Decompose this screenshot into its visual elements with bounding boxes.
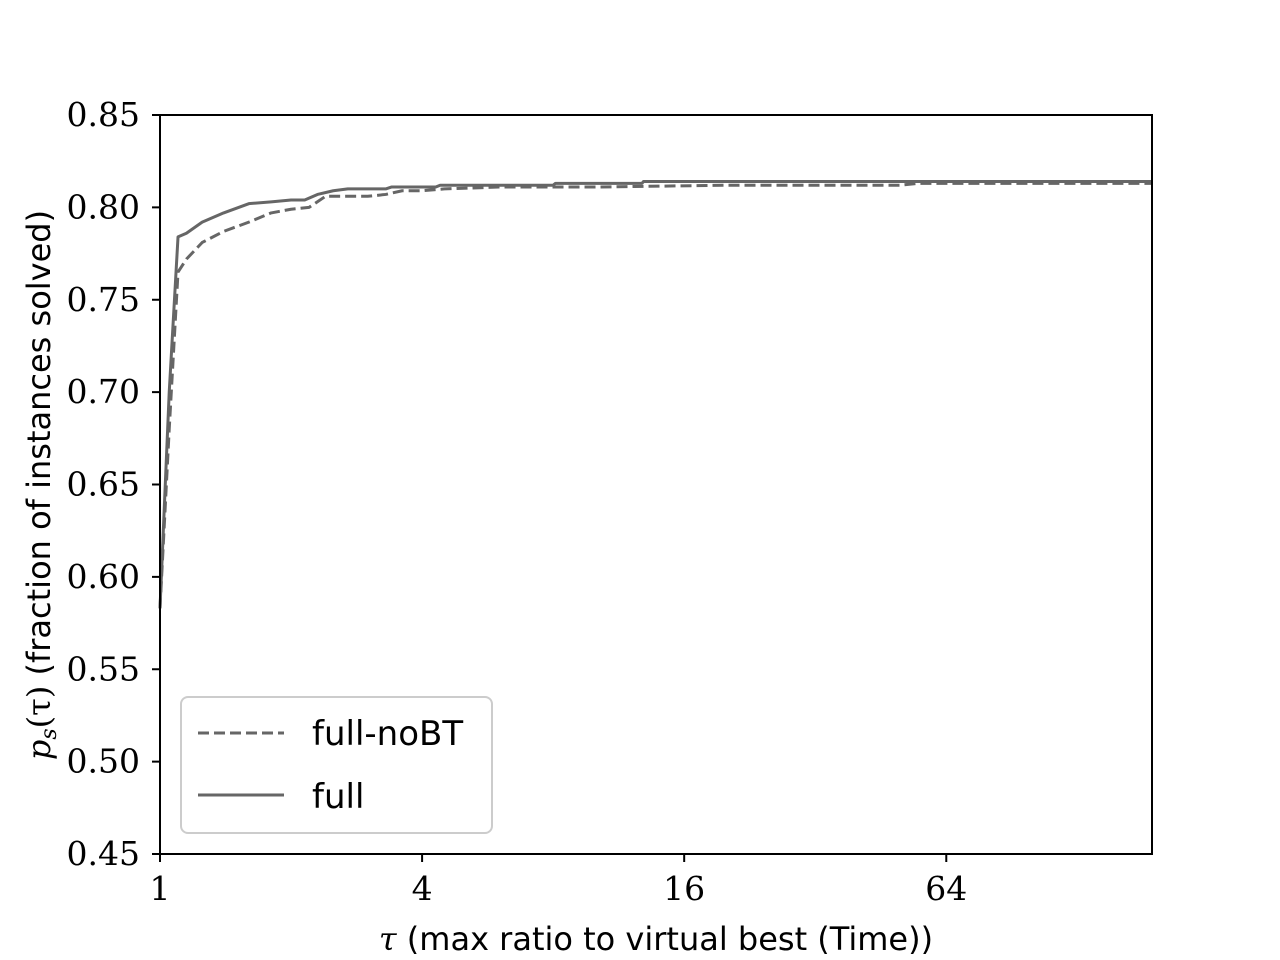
y-tick-label: 0.65 [67, 465, 140, 504]
y-tick-label: 0.85 [67, 95, 140, 134]
y-axis-label-arg: (τ) [20, 686, 58, 729]
series-layer [158, 180, 1152, 609]
legend-label-full-noBT: full-noBT [312, 714, 463, 754]
y-axis-label-subscript: s [37, 728, 62, 739]
x-axis-ticks: 1 4 16 64 [150, 854, 967, 908]
y-axis-label-text: (fraction of instances solved) [20, 210, 58, 686]
y-tick-label: 0.55 [67, 649, 140, 688]
y-tick-label: 0.75 [67, 280, 140, 319]
x-tick-label: 1 [150, 869, 171, 908]
series-line-full [158, 180, 1152, 609]
y-tick-label: 0.60 [67, 557, 140, 596]
x-tick-label: 16 [663, 869, 705, 908]
x-tick-label: 4 [412, 869, 433, 908]
legend-box [180, 696, 493, 834]
y-axis-ticks: 0.45 0.50 0.55 0.60 0.65 0.70 0.75 0.80 0.85 [67, 95, 160, 873]
x-axis-label-symbol: τ [379, 920, 398, 958]
y-tick-label: 0.70 [67, 372, 140, 411]
legend: full-noBT full [180, 696, 493, 834]
legend-label-full: full [312, 777, 364, 817]
y-tick-label: 0.80 [67, 187, 140, 226]
series-line-full-noBT [158, 181, 1152, 609]
y-axis-label-symbol: p [20, 740, 58, 760]
x-axis-label-text: (max ratio to virtual best (Time)) [397, 920, 933, 958]
y-axis-label: ps(τ) (fraction of instances solved) [20, 210, 62, 760]
y-tick-label: 0.50 [67, 742, 140, 781]
x-tick-label: 64 [925, 869, 967, 908]
x-axis-label: τ (max ratio to virtual best (Time)) [379, 920, 933, 958]
y-tick-label: 0.45 [67, 834, 140, 873]
